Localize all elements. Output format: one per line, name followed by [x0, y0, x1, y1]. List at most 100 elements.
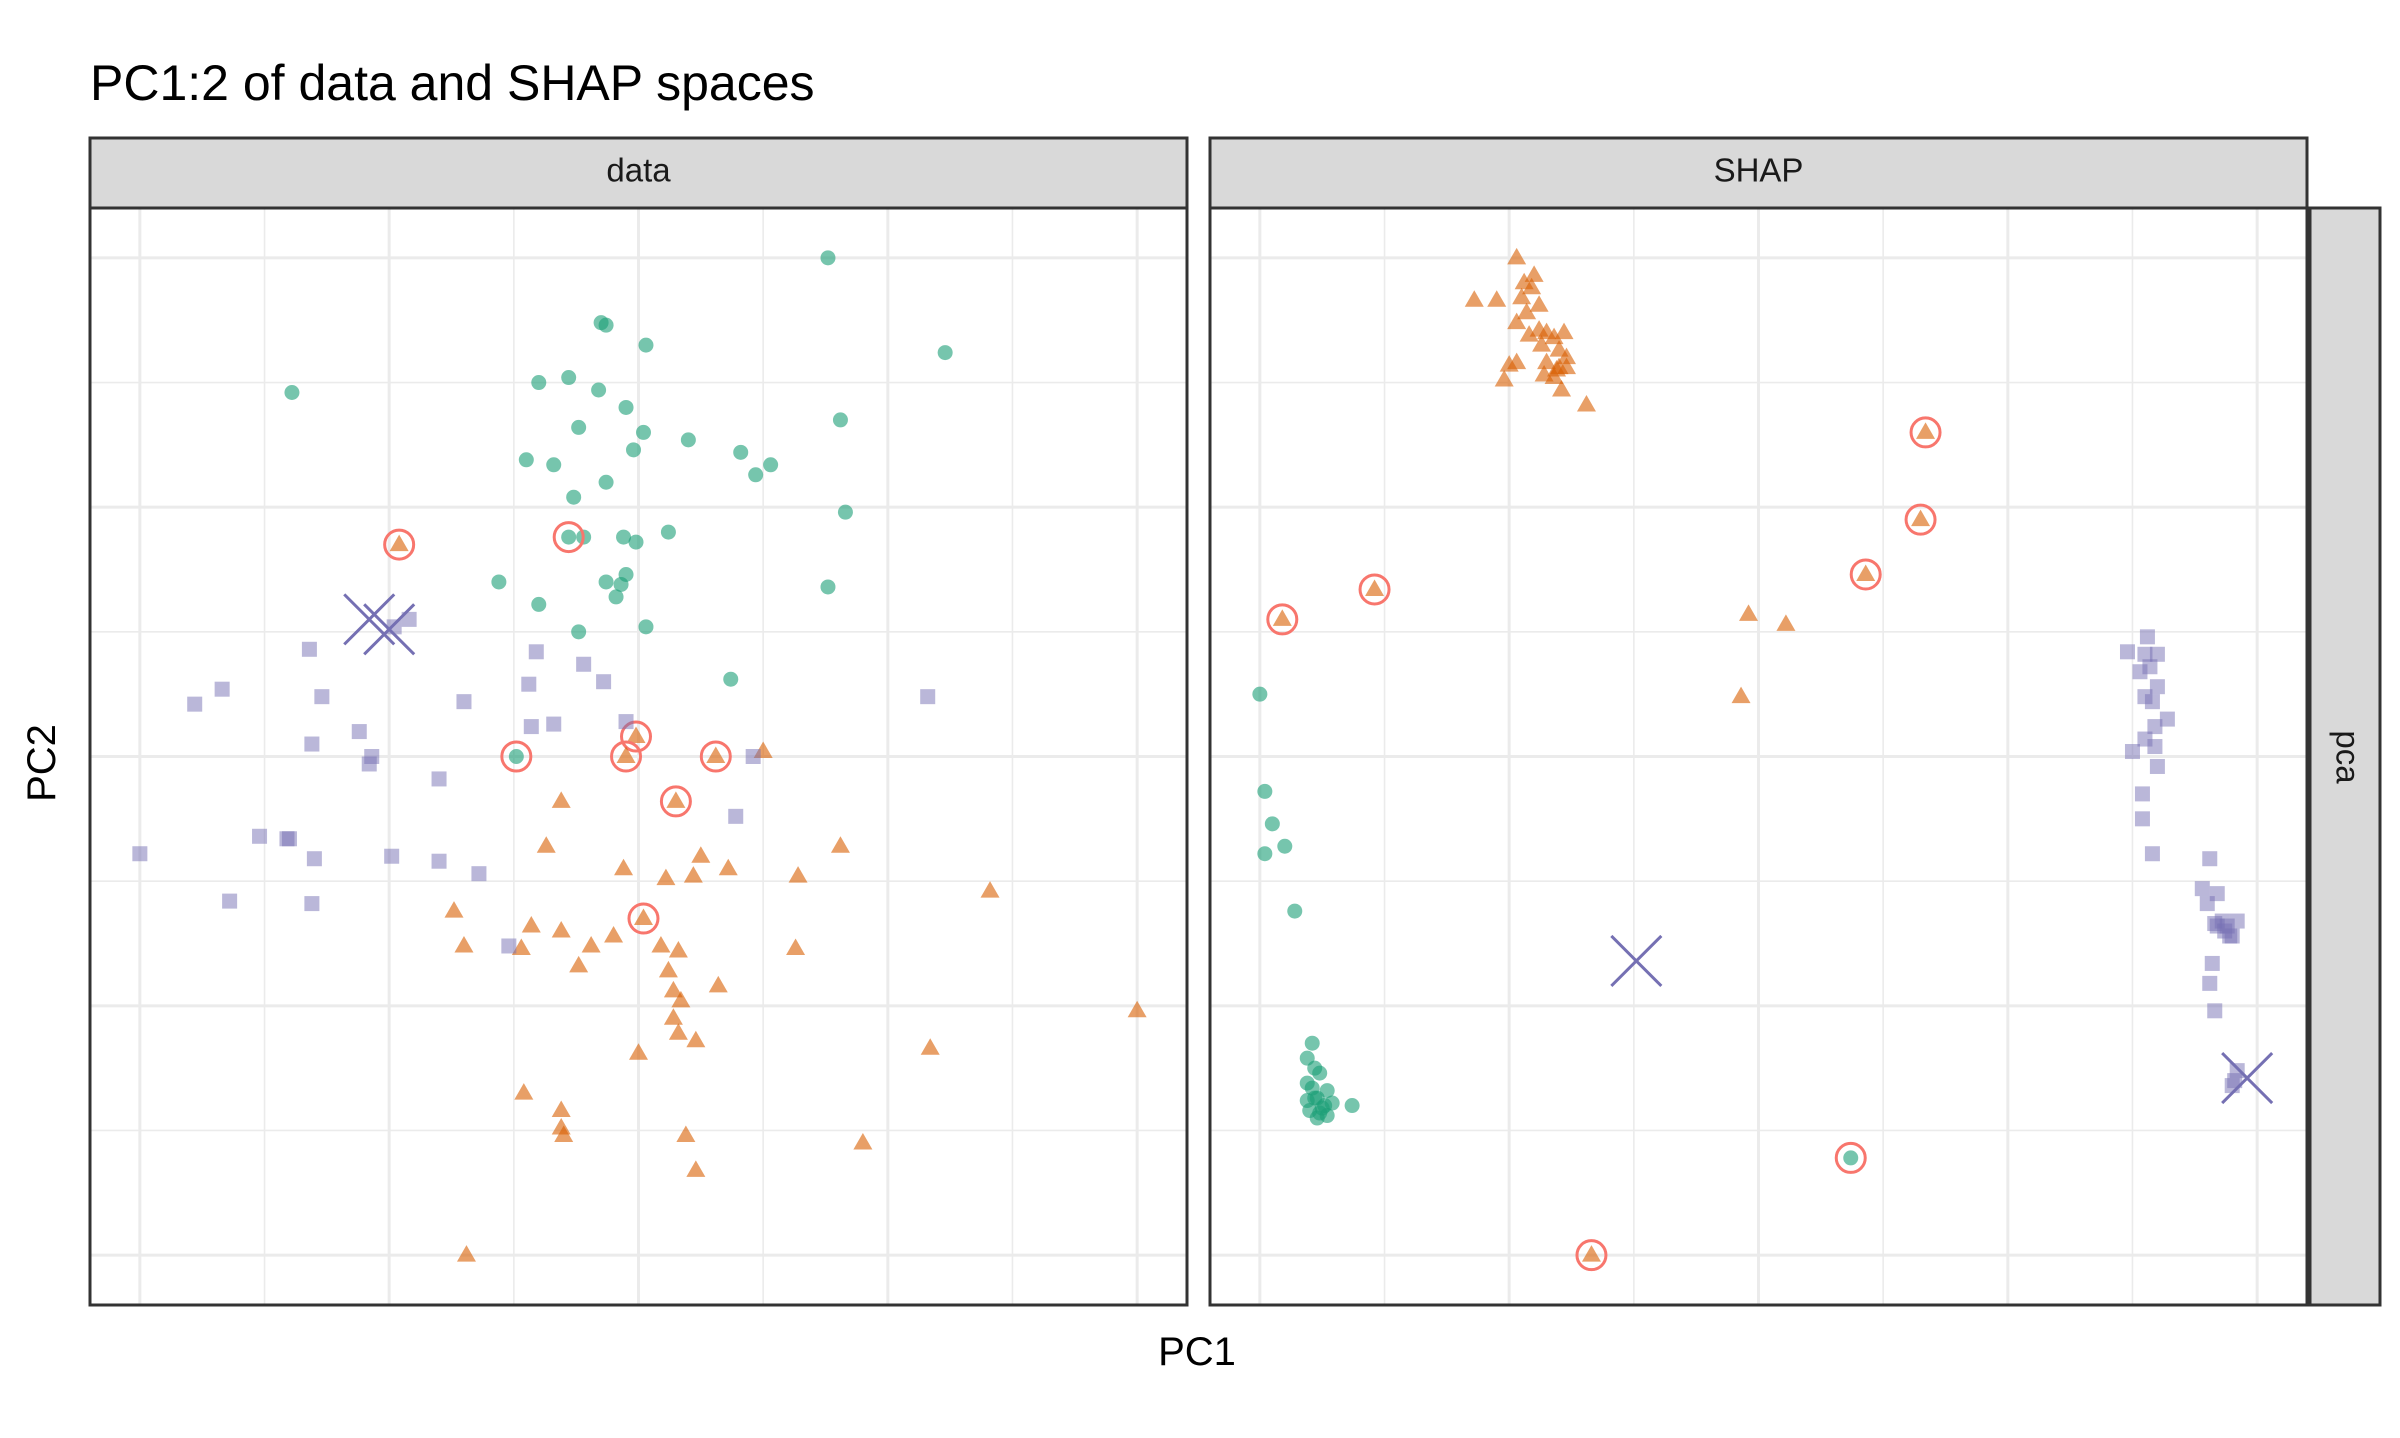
triangle-point [1557, 357, 1577, 375]
triangle-point [554, 1125, 574, 1142]
square-point [386, 619, 402, 635]
square-point [2149, 758, 2165, 774]
circle-point [1287, 903, 1303, 919]
square-point [2229, 913, 2245, 929]
triangle-point [551, 791, 571, 808]
panel-shap: SHAP [1208, 136, 2309, 1307]
circle-point [598, 317, 614, 333]
circle-point [1344, 1098, 1360, 1114]
triangle-point [551, 921, 571, 938]
square-point [301, 641, 317, 657]
circle-point [723, 671, 739, 687]
square-point [2137, 689, 2153, 705]
triangle-point [658, 960, 678, 978]
triangle-point [521, 916, 541, 933]
triangle-point [686, 1030, 706, 1048]
square-point [528, 644, 544, 660]
triangle-point [1512, 287, 1532, 305]
circle-point [598, 474, 614, 490]
square-point [2119, 644, 2135, 660]
square-point [314, 689, 330, 705]
triangle-point [788, 866, 808, 883]
triangle-point [1731, 686, 1751, 704]
square-point [2222, 928, 2238, 944]
square-point [351, 724, 367, 740]
facet-row-strip: pca [2308, 206, 2382, 1307]
circle-point [1257, 783, 1273, 799]
highlighted-triangle-point [1365, 579, 1385, 596]
square-point [596, 674, 612, 690]
highlight-ring [1849, 558, 1882, 591]
circle-point [820, 579, 836, 595]
chart-title: PC1:2 of data and SHAP spaces [90, 55, 815, 111]
circle-point [566, 489, 582, 505]
highlight-ring [620, 720, 653, 753]
highlighted-circle-point [1843, 1150, 1859, 1166]
square-point [222, 893, 238, 909]
panel-data: data [88, 136, 1189, 1307]
highlighted-triangle-point [706, 746, 726, 763]
cross-marker [363, 603, 416, 656]
triangle-point [1499, 355, 1519, 372]
triangle-point [1557, 347, 1577, 365]
highlighted-triangle-point [666, 791, 686, 808]
triangle-point [614, 858, 634, 876]
circle-point [832, 412, 848, 428]
highlighted-triangle-point [389, 534, 409, 552]
circle-point [820, 250, 836, 266]
square-point [431, 853, 447, 869]
square-point [2159, 711, 2175, 727]
facet-row-label: pca [2329, 730, 2366, 784]
triangle-point [663, 1008, 683, 1025]
circle-point [491, 574, 507, 590]
triangle-point [444, 901, 464, 918]
highlighted-triangle-point [1911, 509, 1931, 527]
panel-border [88, 206, 1189, 1307]
square-point [2199, 896, 2215, 912]
facet-row-strip-bg [2308, 206, 2382, 1307]
square-point [546, 716, 562, 732]
circle-point [618, 399, 634, 415]
square-point [2142, 659, 2158, 675]
square-point [456, 694, 472, 710]
highlight-ring [1358, 573, 1391, 606]
square-point [304, 736, 320, 752]
highlight-ring [552, 521, 585, 554]
triangle-point [980, 881, 1000, 898]
triangle-point [686, 1160, 706, 1177]
highlight-ring [627, 902, 660, 935]
triangle-point [514, 1083, 534, 1100]
square-point [920, 689, 936, 705]
square-point [2147, 719, 2163, 735]
triangle-point [1544, 327, 1564, 345]
triangle-point [604, 926, 624, 943]
square-point [361, 756, 377, 772]
square-point [2134, 811, 2150, 827]
circle-point [598, 574, 614, 590]
triangle-point [683, 866, 703, 883]
square-point [2224, 1078, 2240, 1094]
square-point [2204, 955, 2220, 971]
triangle-point [830, 836, 850, 853]
facet-strip-label: data [606, 152, 671, 189]
cross-marker [2221, 1052, 2274, 1105]
triangle-point [656, 868, 676, 886]
circle-point [626, 442, 642, 458]
circle-point [613, 576, 629, 592]
square-point [2202, 851, 2218, 867]
triangle-point [1127, 1000, 1147, 1018]
triangle-point [671, 990, 691, 1008]
circle-point [1312, 1065, 1328, 1081]
circle-point [561, 370, 577, 386]
triangle-point [651, 935, 671, 953]
highlighted-circle-point [508, 749, 524, 764]
square-point [728, 808, 744, 824]
square-point [2124, 744, 2140, 760]
square-point [187, 696, 203, 712]
highlight-ring [383, 528, 416, 561]
panel-border [1208, 206, 2309, 1307]
highlight-ring [1575, 1239, 1608, 1272]
circle-point [1304, 1035, 1320, 1051]
triangle-point [1554, 322, 1574, 340]
triangle-point [1494, 370, 1514, 387]
